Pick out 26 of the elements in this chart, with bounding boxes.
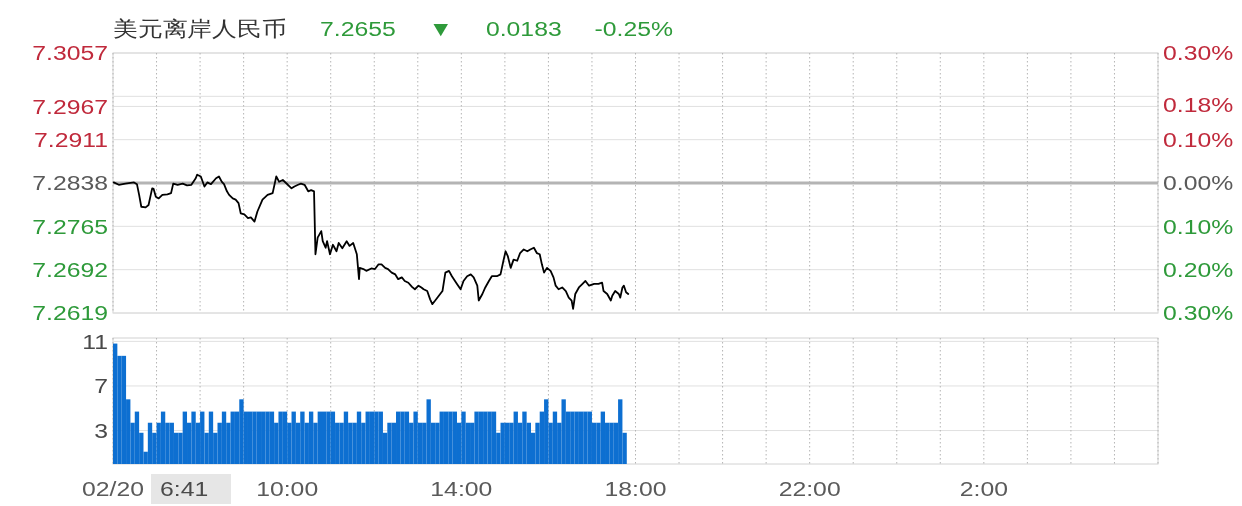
y2-tick-label: 0.10% — [1163, 127, 1234, 152]
y-tick-label: 3 — [94, 418, 108, 443]
title: 美元离岸人民币 — [113, 17, 287, 41]
y2-tick-label: 0.30% — [1163, 41, 1234, 65]
y2-tick-label: 0.18% — [1163, 93, 1234, 117]
x-tick-label: 22:00 — [778, 477, 841, 501]
cursor-label: 6:41 — [160, 477, 209, 501]
x-tick-label: 2:00 — [959, 477, 1008, 501]
y-tick-label: 7.2692 — [32, 257, 108, 282]
y2-tick-label: 0.20% — [1163, 257, 1234, 282]
y-tick-label: 7.2619 — [32, 301, 108, 325]
subtitle: 7.2655 ▼ 0.0183 -0.25% — [320, 17, 673, 41]
y2-tick-label: 0.00% — [1163, 171, 1234, 195]
x-tick-label: 02/20 — [82, 477, 144, 501]
y-tick-label: 7 — [94, 374, 108, 398]
y2-tick-label: 0.10% — [1163, 214, 1234, 239]
x-tick-label: 10:00 — [256, 477, 319, 501]
y2-tick-label: 0.30% — [1163, 301, 1234, 325]
y-tick-label: 7.2838 — [32, 171, 108, 195]
y-tick-label: 7.2967 — [32, 94, 108, 119]
x-tick-label: 18:00 — [604, 477, 667, 501]
y-tick-label: 7.2911 — [34, 127, 108, 152]
x-tick-label: 14:00 — [430, 477, 493, 501]
y-tick-label: 11 — [82, 329, 108, 354]
y-tick-label: 7.2765 — [32, 214, 108, 239]
y-tick-label: 7.3057 — [32, 41, 108, 65]
